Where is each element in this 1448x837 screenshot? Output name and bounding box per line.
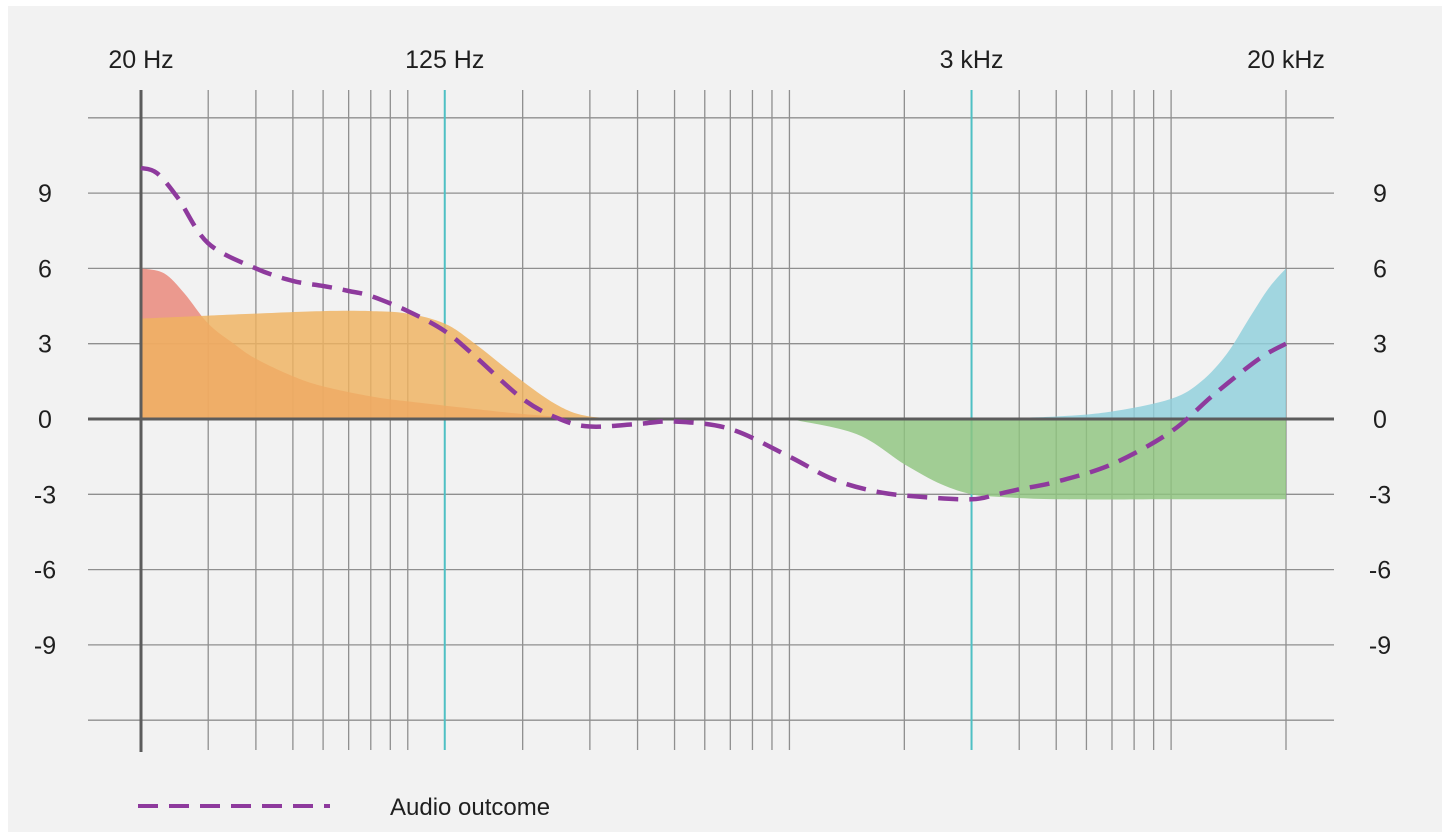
x-tick-label: 125 Hz: [405, 46, 484, 74]
y-tick-label-left: -9: [34, 632, 56, 660]
x-tick-label: 20 kHz: [1247, 46, 1325, 74]
y-tick-label-right: -6: [1369, 557, 1391, 585]
bass-boost-area: [141, 310, 638, 419]
audio-outcome-line: [140, 165, 1288, 502]
y-tick-label-right: 6: [1373, 255, 1387, 283]
y-tick-label-left: 0: [38, 406, 52, 434]
frequency-band-areas: [141, 268, 1286, 500]
y-tick-label-right: 9: [1373, 180, 1387, 208]
legend: Audio outcome: [138, 794, 550, 821]
outcome-curve: [140, 165, 1288, 502]
legend-label: Audio outcome: [390, 794, 550, 821]
y-tick-label-left: 9: [38, 180, 52, 208]
axes: [88, 90, 1334, 752]
y-tick-label-right: -3: [1369, 481, 1391, 509]
y-tick-label-left: 3: [38, 331, 52, 359]
tick-labels: 20 Hz 125 Hz 3 kHz 20 kHz 9 9 6 6 3 3 0 0 -3 -3 -6 -6 -9…: [34, 46, 1391, 660]
y-tick-label-right: 3: [1373, 331, 1387, 359]
y-tick-label-right: -9: [1369, 632, 1391, 660]
y-tick-label-right: 0: [1373, 406, 1387, 434]
y-tick-label-left: -6: [34, 557, 56, 585]
x-tick-label: 20 Hz: [108, 46, 173, 74]
y-tick-label-left: -3: [34, 481, 56, 509]
y-tick-label-left: 6: [38, 255, 52, 283]
high-shelf-area: [971, 268, 1286, 419]
x-tick-label: 3 kHz: [940, 46, 1004, 74]
